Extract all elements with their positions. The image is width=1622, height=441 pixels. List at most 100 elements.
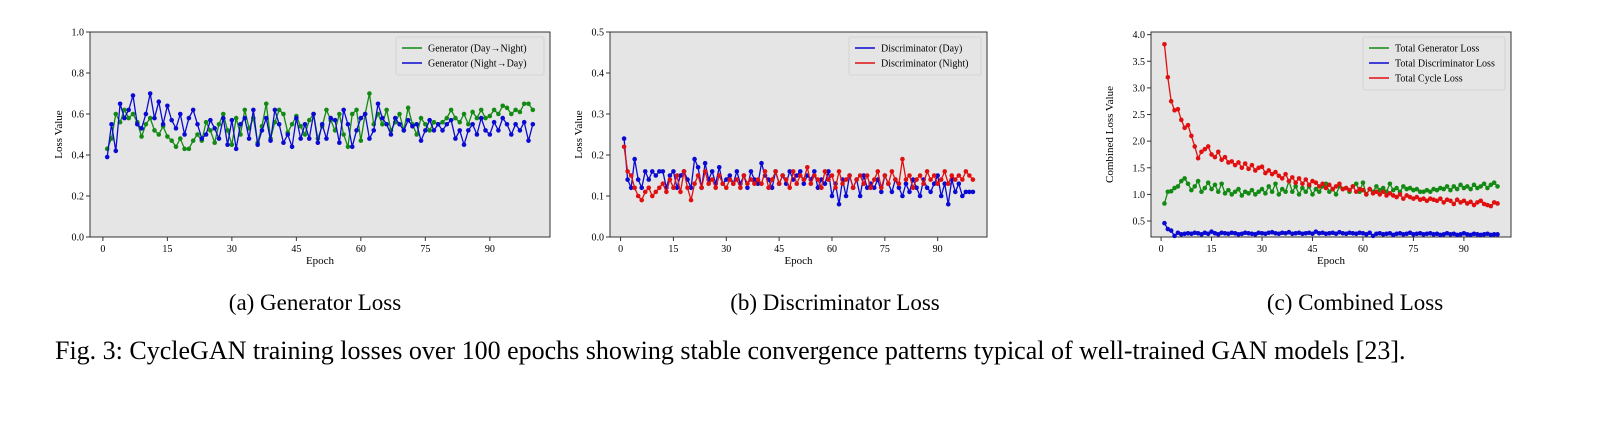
x-axis-label: Epoch <box>1317 255 1346 267</box>
data-point <box>854 177 859 182</box>
data-point <box>156 99 162 104</box>
data-point <box>1269 189 1275 195</box>
data-point <box>1293 180 1298 185</box>
data-point <box>397 121 402 127</box>
data-point <box>410 124 415 129</box>
data-point <box>931 173 937 178</box>
data-point <box>646 185 652 191</box>
y-tick-label: 0.6 <box>72 110 85 121</box>
data-point <box>306 136 312 141</box>
data-point <box>808 181 814 186</box>
data-point <box>220 115 226 121</box>
data-point <box>470 121 475 127</box>
data-point <box>942 181 948 186</box>
data-point <box>1195 155 1201 161</box>
data-point <box>1303 177 1309 182</box>
data-point <box>945 181 951 186</box>
data-point <box>1360 180 1366 185</box>
data-point <box>1458 182 1463 188</box>
data-point <box>678 189 683 195</box>
data-point <box>723 177 729 182</box>
data-point <box>431 128 437 133</box>
data-point <box>1485 185 1490 191</box>
x-tick-label: 75 <box>1408 244 1418 255</box>
y-tick-label: 0.8 <box>72 69 85 80</box>
data-point <box>1353 181 1359 187</box>
generator-loss-chart: 0 15 30 45 60 75 90 0.0 0.2 0.4 0.6 0.8 1.0 Epoch Loss… <box>55 28 551 267</box>
x-tick-label: 60 <box>356 244 366 255</box>
data-point <box>1162 201 1167 206</box>
data-point <box>819 185 824 191</box>
x-tick-label: 90 <box>933 244 943 255</box>
y-tick-label: 0.2 <box>592 151 605 162</box>
data-point <box>448 107 454 113</box>
data-point <box>681 169 687 174</box>
data-point <box>1215 189 1221 195</box>
data-point <box>1263 191 1268 196</box>
data-point <box>208 117 213 123</box>
data-point <box>113 111 119 117</box>
data-point <box>246 136 252 141</box>
data-point <box>371 128 377 133</box>
data-point <box>104 154 110 160</box>
series-line <box>106 93 534 158</box>
data-point <box>836 201 842 207</box>
data-point <box>1468 186 1473 192</box>
data-point <box>509 111 514 117</box>
data-point <box>1397 192 1403 197</box>
data-point <box>160 121 166 127</box>
data-point <box>1192 184 1198 189</box>
figure-caption: Fig. 3: CycleGAN training losses over 10… <box>55 336 1406 365</box>
data-point <box>496 111 501 117</box>
data-point <box>1300 181 1305 187</box>
data-point <box>734 169 740 174</box>
data-point <box>1229 159 1235 164</box>
data-point <box>487 132 493 137</box>
data-point <box>755 177 761 182</box>
data-point <box>1273 169 1278 175</box>
data-point <box>1205 144 1211 149</box>
data-point <box>1168 188 1174 194</box>
data-point <box>896 185 902 191</box>
data-point <box>354 128 359 133</box>
data-point <box>380 115 385 121</box>
data-point <box>233 115 239 121</box>
x-tick-label: 0 <box>100 244 105 255</box>
data-point <box>517 109 523 115</box>
data-point <box>263 101 269 107</box>
data-point <box>815 185 821 191</box>
data-point <box>649 169 655 174</box>
data-point <box>225 142 230 148</box>
legend-label: Discriminator (Night) <box>881 59 968 70</box>
data-point <box>1178 178 1184 184</box>
legend-box <box>1362 36 1506 91</box>
data-point <box>521 101 527 107</box>
data-point <box>195 121 200 127</box>
data-point <box>242 107 248 113</box>
x-tick-label: 0 <box>618 244 623 255</box>
data-point <box>435 121 441 127</box>
y-axis-label: Loss Value <box>575 110 585 158</box>
data-point <box>642 169 648 174</box>
data-point <box>1296 176 1302 181</box>
data-point <box>281 140 286 145</box>
data-point <box>229 117 235 123</box>
data-point <box>349 144 355 150</box>
data-point <box>840 181 845 186</box>
data-point <box>970 177 976 182</box>
data-point <box>302 121 308 127</box>
data-point <box>1390 187 1396 193</box>
data-point <box>794 181 800 186</box>
data-point <box>1491 180 1497 185</box>
data-point <box>1215 149 1221 155</box>
data-point <box>1189 187 1194 193</box>
data-point <box>1434 187 1440 193</box>
data-point <box>1387 191 1393 196</box>
data-point <box>1468 199 1473 205</box>
data-point <box>448 117 454 123</box>
data-point <box>893 177 898 182</box>
data-point <box>878 189 884 195</box>
data-point <box>1491 232 1497 237</box>
data-point <box>126 115 131 121</box>
data-point <box>1162 220 1167 226</box>
